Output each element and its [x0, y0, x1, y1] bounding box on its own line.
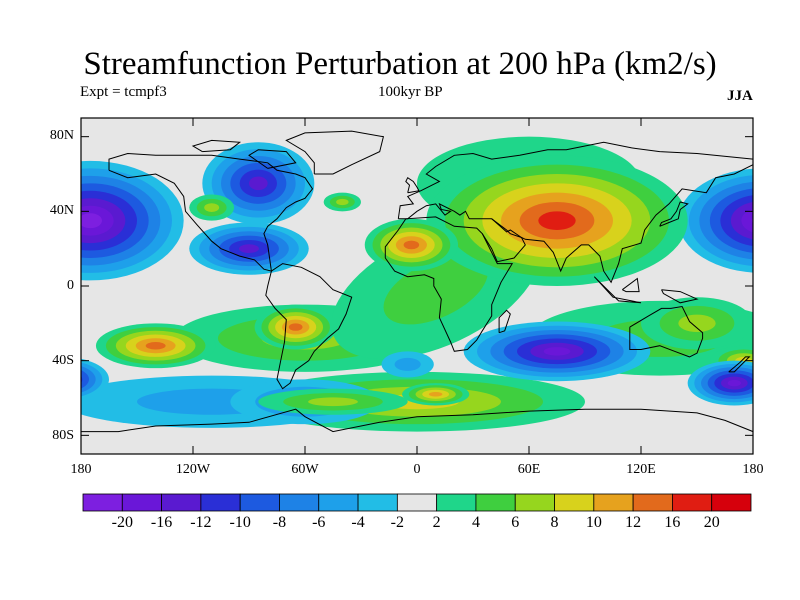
- lon-label-120w: 120W: [175, 462, 211, 477]
- colorbar-box-13: [593, 493, 634, 512]
- colorbar-label: 10: [585, 514, 602, 531]
- season-label: JJA: [727, 88, 753, 104]
- colorbar-label: 2: [432, 514, 441, 531]
- colorbar-label: -10: [229, 514, 251, 531]
- coastline-0: [108, 152, 314, 272]
- colorbar-label: 4: [471, 514, 480, 531]
- colorbar: [82, 493, 752, 512]
- coastline-7: [81, 408, 753, 433]
- lon-label-60e: 60E: [517, 462, 541, 477]
- contour-9-5: [239, 244, 259, 254]
- contour-11-2: [336, 198, 349, 206]
- lon-label-0: 0: [413, 462, 421, 477]
- colorbar-box-1: [121, 493, 162, 512]
- contour-8-5: [249, 176, 268, 191]
- coastline-3: [397, 141, 753, 284]
- coastline-11: [593, 276, 642, 304]
- plot-title: Streamfunction Perturbation at 200 hPa (…: [83, 46, 717, 82]
- colorbar-label: -4: [351, 514, 365, 531]
- coastline-6: [629, 305, 704, 358]
- colorbar-box-14: [632, 493, 673, 512]
- coastline-10: [405, 176, 420, 194]
- colorbar-label: -12: [190, 514, 212, 531]
- contour-20-5: [49, 373, 76, 386]
- colorbar-label: -6: [312, 514, 326, 531]
- contour-21-6: [727, 379, 741, 387]
- colorbar-box-5: [279, 493, 320, 512]
- contour-20-3: [81, 370, 89, 389]
- streamfunction-field: [49, 118, 753, 454]
- lat-label-80s: 80S: [52, 428, 74, 443]
- contour-23-4: [428, 392, 443, 397]
- coastline-12: [622, 277, 640, 293]
- contour-7-7: [751, 217, 753, 224]
- coastline-13: [661, 289, 699, 304]
- contour-16-1: [394, 357, 421, 371]
- colorbar-box-4: [239, 493, 280, 512]
- colorbar-label: 12: [625, 514, 642, 531]
- lon-label-60w: 60W: [291, 462, 319, 477]
- colorbar-box-15: [672, 493, 713, 512]
- contour-13-5: [403, 240, 420, 250]
- lon-label-180e: 180: [742, 462, 764, 477]
- lat-label-40s: 40S: [52, 353, 74, 368]
- lat-label-0: 0: [67, 278, 74, 293]
- contour-14-5: [145, 342, 166, 350]
- colorbar-box-9: [436, 493, 477, 512]
- colorbar-label: 16: [664, 514, 681, 531]
- period-label: 100kyr BP: [378, 84, 443, 100]
- colorbar-box-16: [711, 493, 752, 512]
- colorbar-label: -20: [111, 514, 133, 531]
- contour-15-5: [288, 323, 303, 331]
- colorbar-box-3: [200, 493, 241, 512]
- lat-label-40n: 40N: [49, 203, 74, 218]
- coastline-14: [728, 356, 751, 373]
- coastline-9: [659, 201, 689, 227]
- colorbar-box-8: [396, 493, 438, 512]
- colorbar-label: -16: [150, 514, 173, 531]
- colorbar-box-7: [357, 493, 398, 512]
- colorbar-label: -8: [272, 514, 287, 531]
- experiment-label: Expt = tcmpf3: [80, 84, 167, 100]
- contour-7-6: [741, 208, 753, 233]
- colorbar-label: 6: [511, 514, 520, 531]
- contour-24-2: [308, 397, 358, 407]
- coastline-8: [498, 309, 511, 334]
- lon-label-180w: 180: [70, 462, 92, 477]
- colorbar-box-2: [161, 493, 202, 512]
- coastline-1: [285, 130, 385, 175]
- contour-12-6: [538, 211, 576, 231]
- contour-7-5: [730, 201, 753, 240]
- colorbar-box-0: [82, 493, 123, 512]
- colorbar-label: 8: [550, 514, 559, 531]
- coastline-16: [191, 139, 242, 153]
- coastline-5: [481, 218, 526, 263]
- contour-18-2: [678, 314, 716, 333]
- colorbar-box-12: [554, 493, 595, 512]
- contour-6-7: [81, 213, 102, 229]
- colorbar-box-6: [318, 493, 359, 512]
- colorbar-box-11: [514, 493, 555, 512]
- contour-10-2: [204, 203, 220, 212]
- coastlines: [81, 130, 753, 433]
- coastline-15: [248, 149, 297, 169]
- coastline-2: [265, 263, 353, 390]
- coastline-4: [384, 216, 514, 352]
- lat-label-80n: 80N: [49, 128, 74, 143]
- lon-label-120e: 120E: [626, 462, 656, 477]
- colorbar-label: -2: [390, 514, 404, 531]
- contour-20-4: [81, 375, 83, 383]
- contour-20-6: [56, 376, 69, 382]
- colorbar-box-10: [475, 493, 516, 512]
- colorbar-label: 20: [703, 514, 720, 531]
- contour-17-6: [543, 347, 571, 356]
